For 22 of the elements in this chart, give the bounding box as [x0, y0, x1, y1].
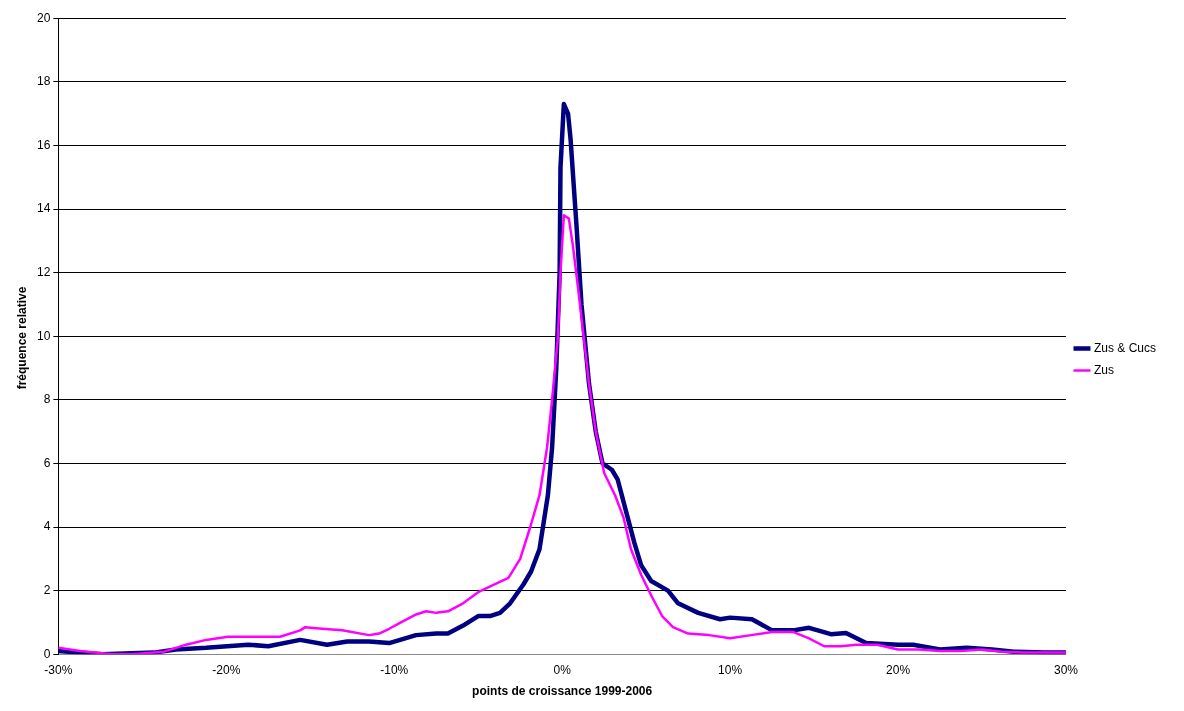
legend-label: Zus [1093, 362, 1114, 377]
x-tick-label: -30% [44, 662, 73, 677]
y-axis-title: fréquence relative [15, 286, 29, 390]
y-tick-label: 14 [36, 201, 51, 216]
x-tick-label: 10% [718, 662, 743, 677]
y-tick-label: 16 [36, 137, 51, 152]
y-tick-label: 12 [36, 264, 51, 279]
x-tick-label: -10% [380, 662, 409, 677]
y-tick-label: 18 [36, 74, 51, 89]
y-tick-label: 6 [43, 455, 51, 470]
x-tick-label: 20% [886, 662, 911, 677]
y-tick-label: 0 [43, 646, 51, 661]
x-tick-label: 30% [1053, 662, 1079, 677]
y-tick-label: 10 [36, 328, 51, 343]
x-tick-label: -20% [212, 662, 241, 677]
x-tick-label: 0% [553, 662, 572, 677]
x-axis-title: points de croissance 1999-2006 [472, 684, 653, 699]
y-tick-label: 20 [36, 10, 51, 25]
y-tick-label: 4 [43, 519, 51, 534]
y-tick-label: 2 [43, 582, 51, 597]
legend-label: Zus & Cucs [1093, 340, 1156, 355]
y-tick-label: 8 [43, 392, 51, 407]
